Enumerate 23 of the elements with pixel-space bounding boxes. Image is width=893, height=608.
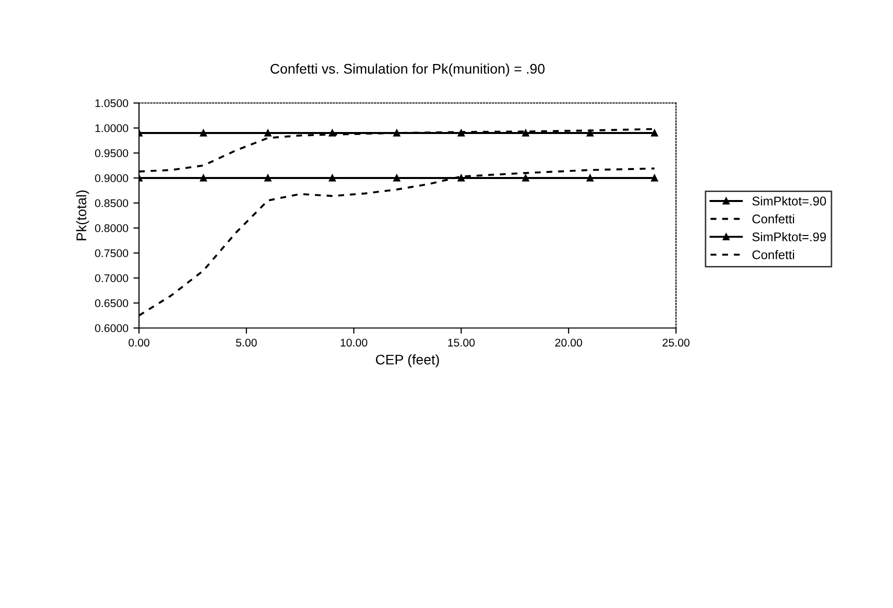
y-tick-label: 0.9500	[95, 149, 128, 158]
y-tick-label: 0.7000	[95, 274, 128, 282]
x-tick-label: 5.00	[236, 338, 257, 347]
y-tick-label: 0.7500	[95, 249, 128, 258]
y-tick-label: 1.0000	[95, 124, 128, 132]
legend-label: SimPktot=.99	[752, 232, 826, 242]
legend-label: SimPktot=.90	[752, 196, 826, 206]
y-tick-label: 0.8000	[95, 224, 128, 232]
y-tick-label: 0.6000	[95, 324, 128, 332]
y-tick-label: 0.9000	[95, 174, 128, 182]
legend-label: Confetti	[752, 250, 794, 260]
y-tick-label: 0.8500	[95, 199, 128, 208]
x-tick-label: 0.00	[128, 338, 150, 347]
x-tick-label: 20.00	[555, 338, 582, 347]
x-tick-label: 25.00	[662, 338, 690, 347]
chart-title: Confetti vs. Simulation for Pk(munition) = .90	[270, 64, 545, 76]
y-tick-label: 1.0500	[95, 99, 128, 108]
x-tick-label: 15.00	[448, 338, 475, 347]
x-axis-title: CEP (feet)	[376, 354, 439, 368]
y-tick-label: 0.6500	[95, 299, 128, 308]
x-tick-label: 10.00	[340, 338, 368, 347]
legend-label: Confetti	[752, 214, 794, 224]
y-axis-title: Pk(total)	[76, 190, 90, 240]
